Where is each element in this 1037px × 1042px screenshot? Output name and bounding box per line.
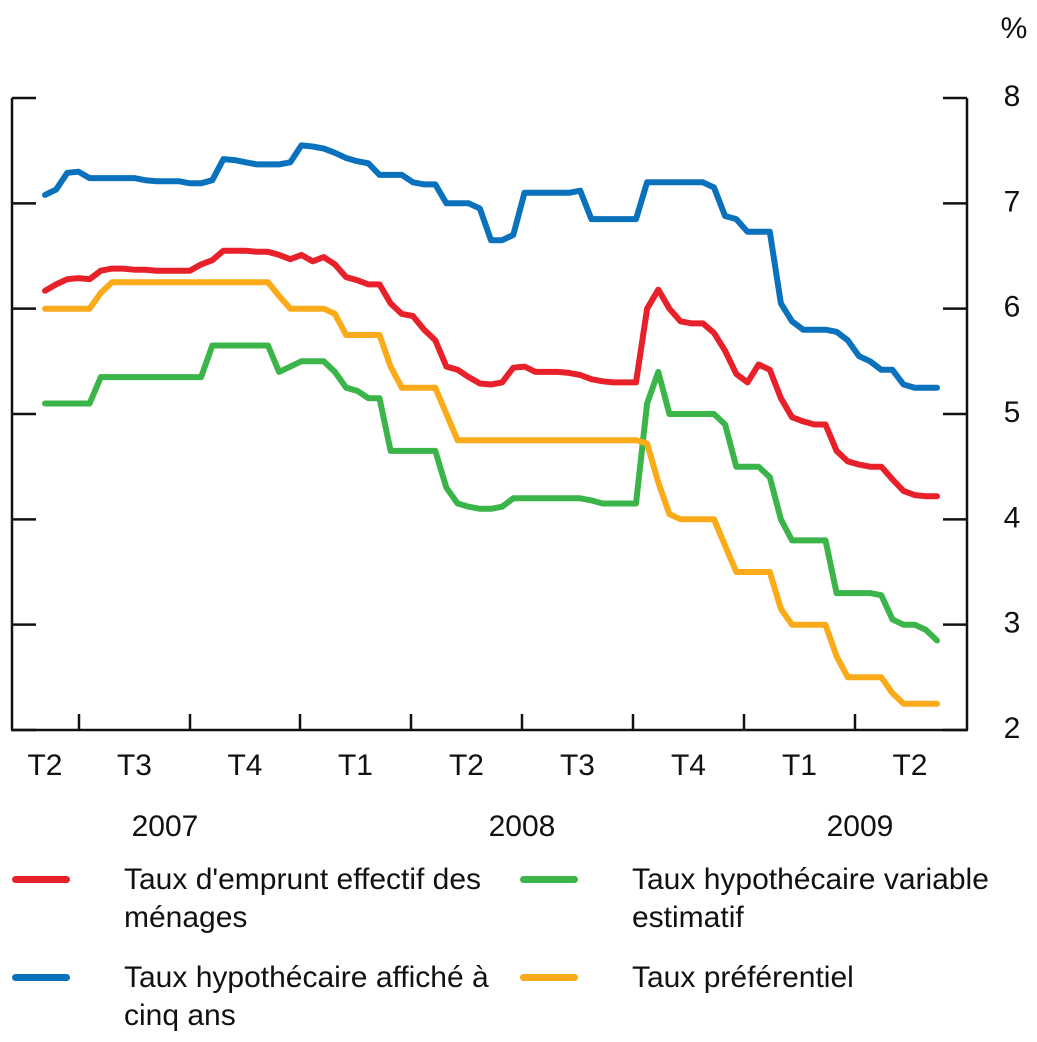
series-line	[42, 142, 940, 391]
x-tick-label: T1	[338, 749, 373, 782]
legend-swatch	[520, 876, 578, 883]
x-tick-label: T3	[560, 749, 595, 782]
x-tick-label: T2	[27, 749, 62, 782]
series-line	[42, 247, 940, 500]
year-label: 2008	[489, 810, 556, 843]
year-label: 2007	[132, 810, 199, 843]
x-tick-label: T4	[671, 749, 706, 782]
y-tick-label: 7	[1004, 185, 1021, 218]
legend-swatch	[520, 974, 578, 981]
legend-label: Taux préférentiel	[632, 961, 854, 994]
legend-swatch	[12, 876, 70, 883]
y-tick-label: 2	[1004, 712, 1021, 745]
y-tick-label: 5	[1004, 396, 1021, 429]
y-tick-label: 4	[1004, 501, 1021, 534]
legend-swatch	[12, 974, 70, 981]
x-tick-label: T2	[449, 749, 484, 782]
series-line	[42, 342, 940, 644]
y-tick-label: 3	[1004, 607, 1021, 640]
legend-label: Taux hypothécaire variable estimatif	[632, 863, 989, 934]
y-unit: %	[1001, 12, 1028, 45]
series-line	[42, 279, 940, 707]
x-tick-label: T1	[782, 749, 817, 782]
legend-label: Taux hypothécaire affiché à cinq ans	[124, 961, 489, 1032]
y-tick-label: 8	[1004, 80, 1021, 113]
year-label: 2009	[827, 810, 894, 843]
x-tick-label: T3	[117, 749, 152, 782]
y-tick-label: 6	[1004, 291, 1021, 324]
x-tick-label: T4	[227, 749, 262, 782]
x-tick-label: T2	[892, 749, 927, 782]
legend-label: Taux d'emprunt effectif des ménages	[124, 863, 482, 934]
